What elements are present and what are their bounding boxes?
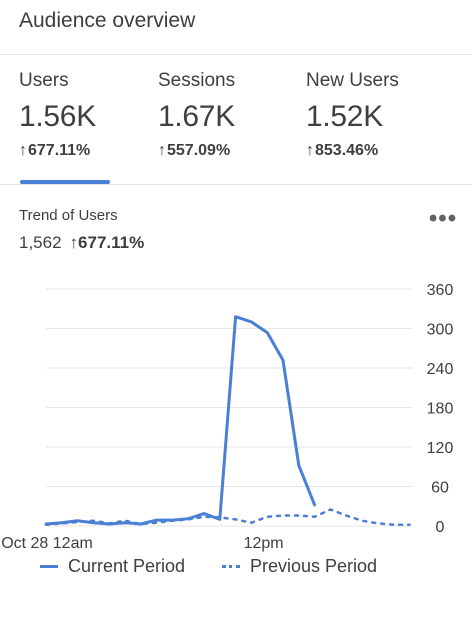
y-tick-label: 360 <box>427 282 454 299</box>
metric-label: New Users <box>306 70 399 91</box>
series-line-current-period <box>44 315 317 526</box>
trend-change: 677.11% <box>78 233 145 252</box>
metric-change-value: 677.11% <box>28 142 91 159</box>
trend-chart: 0 60 120 180 240 300 360 Oct 28 12am 12pm <box>1 282 454 552</box>
more-horizontal-icon[interactable]: ••• <box>428 205 458 232</box>
legend-item-current-period[interactable]: Current Period <box>40 556 185 577</box>
y-tick-label: 300 <box>427 322 454 339</box>
metric-label: Sessions <box>158 70 236 91</box>
arrow-up-icon: ↑ <box>69 233 79 252</box>
dotted-line-swatch <box>222 565 240 568</box>
metric-label: Users <box>19 70 69 91</box>
arrow-up-icon: ↑ <box>158 142 166 159</box>
legend-item-previous-period[interactable]: Previous Period <box>222 556 377 577</box>
metric-change: ↑557.09% <box>158 142 235 160</box>
metric-value: 1.67K <box>158 100 235 133</box>
metric-change: ↑677.11% <box>19 142 96 160</box>
series-line-previous-period <box>44 508 411 526</box>
header: Audience overview <box>0 0 472 55</box>
x-tick-label: 12pm <box>244 535 284 552</box>
divider <box>0 184 472 185</box>
y-tick-label: 60 <box>431 480 449 497</box>
metric-tab-users[interactable]: Users 1.56K ↑677.11% <box>19 70 96 160</box>
metric-change: ↑853.46% <box>306 142 399 160</box>
metric-tab-new-users[interactable]: New Users 1.52K ↑853.46% <box>306 70 399 160</box>
arrow-up-icon: ↑ <box>306 142 314 159</box>
trend-title: Trend of Users <box>19 207 118 224</box>
y-tick-label: 120 <box>427 440 454 457</box>
solid-line-swatch <box>40 565 58 568</box>
x-tick-label: Oct 28 12am <box>1 535 93 552</box>
y-tick-label: 180 <box>427 401 454 418</box>
arrow-up-icon: ↑ <box>19 142 27 159</box>
y-tick-label: 240 <box>427 361 454 378</box>
metric-tab-sessions[interactable]: Sessions 1.67K ↑557.09% <box>158 70 235 160</box>
metric-value: 1.56K <box>19 100 96 133</box>
legend-label: Current Period <box>68 556 186 576</box>
trend-total: 1,562 <box>19 233 62 252</box>
page-title: Audience overview <box>19 9 196 32</box>
active-tab-indicator <box>20 180 110 184</box>
metric-change-value: 557.09% <box>167 142 231 159</box>
metric-change-value: 853.46% <box>315 142 379 159</box>
legend-label: Previous Period <box>250 556 378 576</box>
trend-summary: 1,562 ↑677.11% <box>19 233 144 253</box>
y-tick-label: 0 <box>436 519 445 536</box>
metric-value: 1.52K <box>306 100 383 133</box>
